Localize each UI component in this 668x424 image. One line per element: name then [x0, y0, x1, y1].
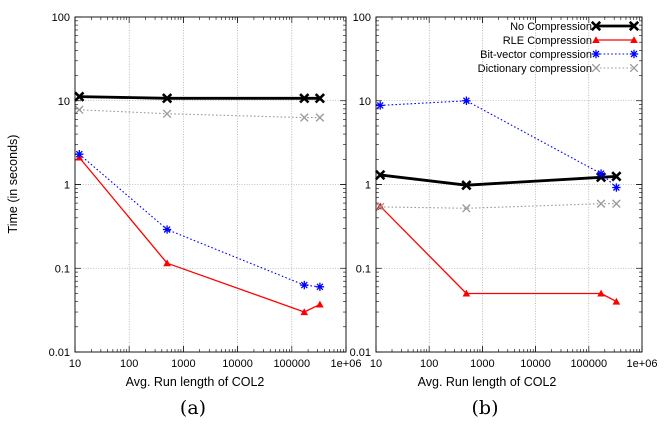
legend-marker-no-compression [590, 20, 602, 32]
series-line-rle-compression [379, 205, 617, 303]
data-point-bit-vector-compression [612, 183, 621, 192]
data-point-dictionary-compression [315, 113, 325, 122]
x-axis-label-a: Avg. Run length of COL2 [126, 375, 265, 389]
data-point-dictionary-compression [596, 199, 606, 208]
series-line-bit-vector-compression [380, 100, 617, 188]
data-point-no-compression [375, 169, 386, 181]
legend-marker-dictionary-compression [591, 63, 601, 73]
data-point-dictionary-compression [462, 204, 471, 213]
y-tick-label: 100 [353, 12, 371, 24]
chart-panel-a: 10 100 1000 10000 100000 1e+06 0.01 0.1 1 10 100 [49, 12, 362, 370]
data-point-bit-vector-compression [300, 280, 309, 290]
series-line-bit-vector-compression [78, 153, 320, 288]
series-line-no-compression [380, 173, 617, 187]
x-tick-label: 1e+06 [331, 358, 362, 370]
data-point-bit-vector-compression [462, 96, 471, 105]
data-point-rle-compression [163, 259, 171, 267]
data-point-dictionary-compression [300, 113, 309, 122]
data-point-dictionary-compression [375, 202, 385, 212]
y-tick-label: 1 [64, 180, 70, 192]
x-tick-label: 10000 [520, 358, 551, 370]
y-tick-label: 100 [52, 12, 70, 24]
legend-label-dictionary-compression: Dictionary compression [478, 63, 592, 75]
x-tick-label: 1e+06 [627, 358, 658, 370]
x-tick-label: 100 [120, 358, 138, 370]
data-point-no-compression [299, 93, 310, 104]
data-point-no-compression [161, 93, 173, 104]
legend-marker-dictionary-compression [629, 63, 639, 73]
x-tick-label: 10 [370, 358, 382, 370]
x-axis-label-b: Avg. Run length of COL2 [418, 375, 557, 389]
x-tick-label: 100000 [273, 358, 310, 370]
series-line-dictionary-compression [79, 109, 320, 119]
legend-marker-bit-vector-compression [629, 49, 639, 59]
x-tick-label: 1000 [470, 358, 494, 370]
y-tick-label: 0.1 [55, 263, 70, 275]
data-point-rle-compression [300, 308, 309, 316]
data-point-bit-vector-compression [596, 169, 606, 178]
data-point-rle-compression [612, 297, 621, 305]
y-axis-label: Time (in seconds) [6, 135, 20, 234]
y-tick-label: 1 [365, 180, 371, 192]
plot-frame [375, 16, 643, 353]
x-tick-label: 10000 [222, 358, 253, 370]
data-point-bit-vector-compression [75, 150, 84, 159]
x-tick-label: 10 [69, 358, 81, 370]
data-point-no-compression [461, 180, 472, 191]
legend-marker-bit-vector-compression [591, 49, 601, 59]
y-tick-label: 10 [58, 96, 70, 108]
y-tick-label: 10 [359, 96, 371, 108]
y-tick-label: 0.1 [356, 263, 371, 275]
series-line-no-compression [79, 95, 320, 100]
series-line-dictionary-compression [380, 203, 617, 209]
data-point-dictionary-compression [612, 199, 621, 208]
legend-marker-rle-compression [592, 36, 600, 44]
data-point-rle-compression [316, 300, 324, 308]
data-point-bit-vector-compression [315, 282, 325, 292]
data-point-no-compression [611, 171, 622, 182]
data-point-bit-vector-compression [376, 101, 385, 110]
data-point-no-compression [314, 93, 326, 104]
panel-caption-a: (a) [180, 397, 206, 419]
x-tick-label: 100 [420, 358, 438, 370]
plot-frame [74, 16, 347, 353]
data-point-dictionary-compression [75, 105, 84, 115]
data-point-no-compression [74, 91, 85, 102]
panel-caption-b: (b) [472, 397, 499, 419]
legend-label-no-compression: No Compression [510, 21, 592, 33]
x-tick-label: 100000 [570, 358, 607, 370]
data-point-rle-compression [462, 289, 471, 297]
data-point-bit-vector-compression [162, 225, 172, 234]
legend-label-rle-compression: RLE Compression [503, 35, 592, 47]
legend-marker-rle-compression [630, 36, 638, 44]
x-tick-label: 1000 [171, 358, 195, 370]
data-point-rle-compression [376, 202, 385, 210]
legend-marker-no-compression [628, 20, 640, 32]
chart-panel-b: 10 100 1000 10000 100000 1e+06 0.01 0.1 1 10 100 No… [350, 12, 658, 370]
data-point-rle-compression [597, 289, 605, 297]
y-tick-label: 0.01 [350, 347, 371, 359]
series-line-rle-compression [78, 157, 321, 313]
data-point-dictionary-compression [162, 109, 172, 118]
legend-label-bit-vector-compression: Bit-vector compression [480, 49, 592, 61]
y-tick-label: 0.01 [49, 347, 70, 359]
